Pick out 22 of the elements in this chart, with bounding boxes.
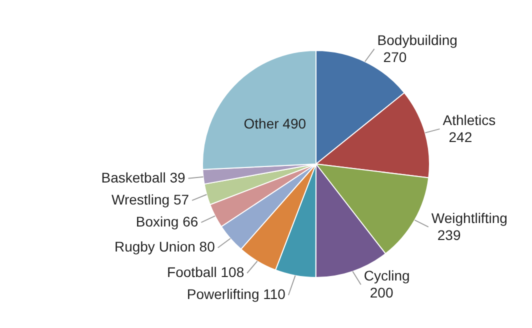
data-label: 239 — [437, 226, 461, 243]
data-label: 110 — [263, 286, 286, 302]
data-label: 39 — [170, 169, 186, 186]
slice-label: Athletics — [442, 112, 496, 128]
slice-label: Rugby Union — [114, 238, 196, 255]
data-label: 490 — [282, 116, 306, 132]
data-label: 242 — [448, 128, 472, 145]
data-label: 200 — [370, 284, 394, 301]
data-label: 80 — [199, 238, 216, 255]
slice-label: Boxing — [136, 213, 179, 230]
slice-label: Cycling — [364, 268, 410, 284]
data-label: 270 — [383, 48, 407, 65]
slice-label: Weightlifting — [431, 210, 508, 226]
slice-label: Other — [244, 116, 280, 132]
slice-label: Bodybuilding — [377, 32, 458, 48]
data-label: 66 — [182, 213, 198, 230]
slice-label: Football — [167, 264, 217, 280]
slice-label: Basketball — [101, 169, 166, 186]
slice-label: Powerlifting — [186, 286, 260, 302]
slice-label: Wrestling — [111, 191, 170, 208]
data-label: 57 — [173, 191, 190, 208]
data-label: 108 — [220, 264, 244, 280]
